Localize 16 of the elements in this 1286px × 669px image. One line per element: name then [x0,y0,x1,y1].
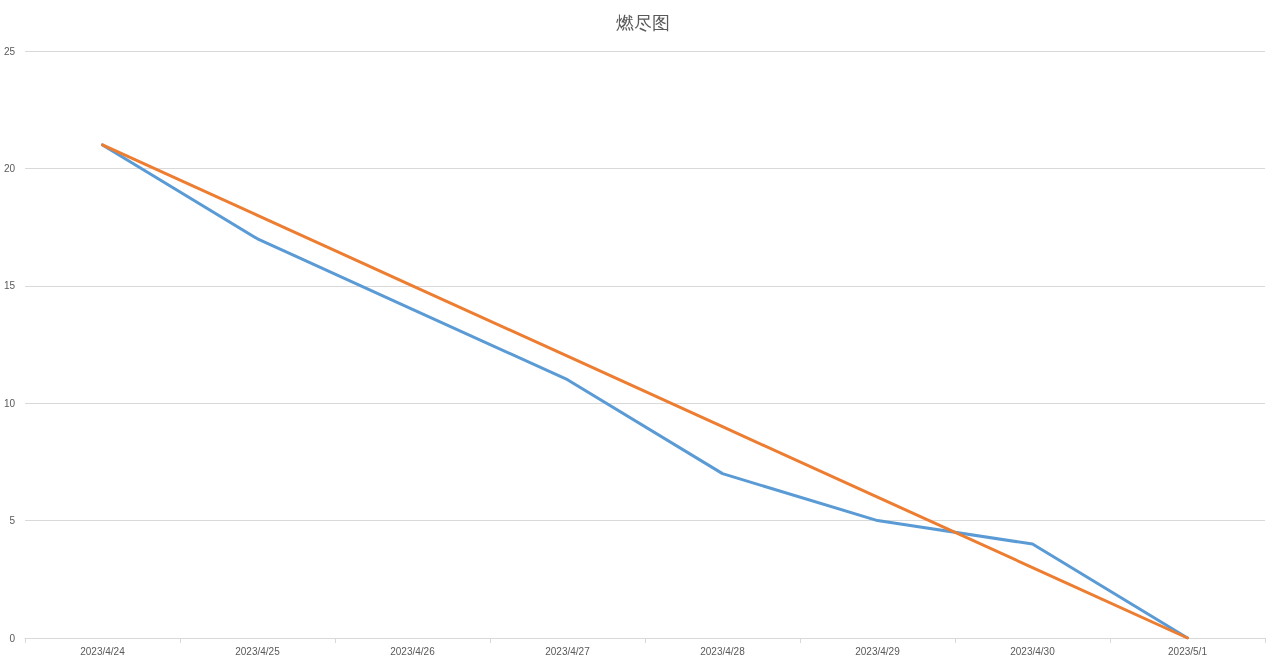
x-tick-label: 2023/5/1 [1168,645,1208,657]
x-tick-label: 2023/4/24 [80,645,126,657]
y-tick-label: 0 [9,632,16,644]
x-tick-label: 2023/4/25 [235,645,281,657]
y-tick-label: 25 [3,45,16,57]
chart-title: 燃尽图 [616,11,670,33]
x-tick-label: 2023/4/26 [390,645,436,657]
x-tick-label: 2023/4/29 [855,645,901,657]
y-tick-label: 20 [3,162,16,174]
x-tick-label: 2023/4/27 [545,645,591,657]
y-tick-label: 5 [9,515,16,527]
x-tick-label: 2023/4/30 [1010,645,1056,657]
line-series [101,143,1189,640]
y-tick-label: 15 [3,280,16,292]
x-tick-label: 2023/4/28 [700,645,746,657]
y-tick-label: 10 [3,397,16,409]
